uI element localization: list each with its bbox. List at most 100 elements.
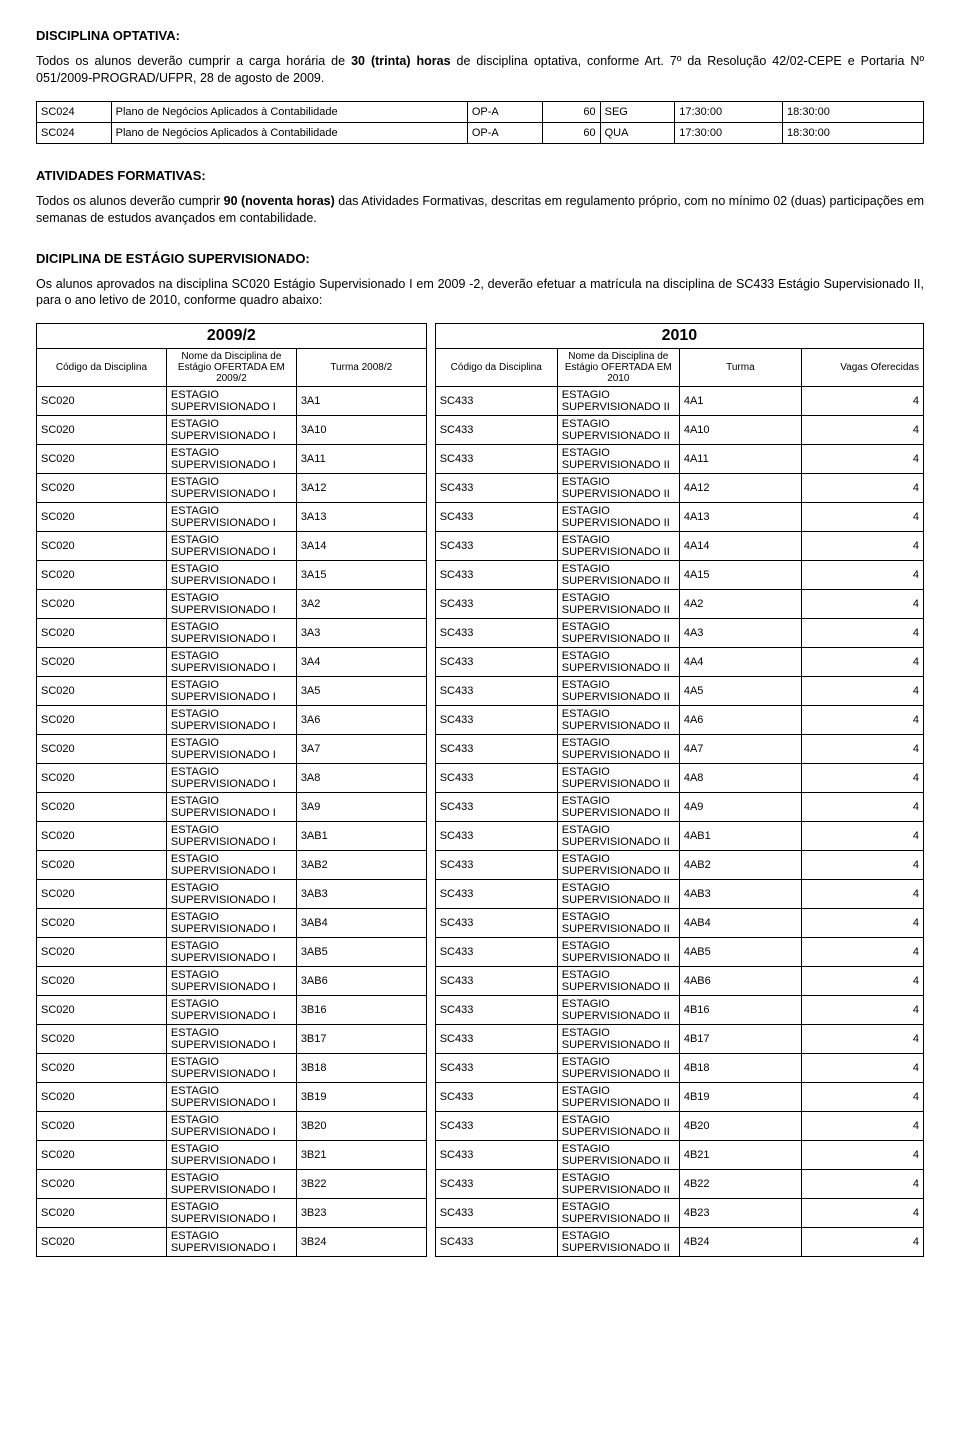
table-cell: 4 (801, 1025, 923, 1054)
table-cell: 3B16 (296, 996, 426, 1025)
table-cell: 4 (801, 996, 923, 1025)
table-cell: 4 (801, 503, 923, 532)
table1-cell: 18:30:00 (783, 101, 924, 122)
table-cell: 4A14 (679, 532, 801, 561)
table-cell: 4 (801, 1199, 923, 1228)
table1-cell: 18:30:00 (783, 122, 924, 143)
table-cell: 4 (801, 793, 923, 822)
table-cell: 4 (801, 1228, 923, 1257)
table-cell: SC433 (435, 967, 557, 996)
table-cell: ESTAGIO SUPERVISIONADO I (166, 1228, 296, 1257)
table-cell: SC433 (435, 1141, 557, 1170)
table-cell: ESTAGIO SUPERVISIONADO I (166, 532, 296, 561)
table-cell: 4A15 (679, 561, 801, 590)
table-cell: ESTAGIO SUPERVISIONADO II (557, 793, 679, 822)
table-cell: ESTAGIO SUPERVISIONADO I (166, 764, 296, 793)
section2-paragraph: Todos os alunos deverão cumprir 90 (nove… (36, 193, 924, 227)
right-h0: Código da Disciplina (435, 349, 557, 387)
table-cell: 3B17 (296, 1025, 426, 1054)
table-cell: 4B24 (679, 1228, 801, 1257)
sec1-p2: 30 (trinta) horas (351, 54, 450, 68)
table-cell: 3A15 (296, 561, 426, 590)
table-cell: 3AB6 (296, 967, 426, 996)
table-cell: 4B19 (679, 1083, 801, 1112)
table-cell: 4A1 (679, 387, 801, 416)
table-cell: 4 (801, 1054, 923, 1083)
table-cell: 4 (801, 1112, 923, 1141)
table-cell: ESTAGIO SUPERVISIONADO II (557, 677, 679, 706)
sec2-p1: Todos os alunos deverão cumprir (36, 194, 224, 208)
table-cell: 3AB1 (296, 822, 426, 851)
table-cell: 4AB6 (679, 967, 801, 996)
right-h1: Nome da Disciplina de Estágio OFERTADA E… (557, 349, 679, 387)
table-cell: 3AB4 (296, 909, 426, 938)
table-cell: SC020 (37, 880, 167, 909)
table-cell: 3A13 (296, 503, 426, 532)
table-cell: SC020 (37, 1112, 167, 1141)
table1-cell: Plano de Negócios Aplicados à Contabilid… (111, 122, 467, 143)
optativa-table: SC024Plano de Negócios Aplicados à Conta… (36, 101, 924, 144)
right-h2: Turma (679, 349, 801, 387)
table-cell: ESTAGIO SUPERVISIONADO I (166, 561, 296, 590)
table-cell: ESTAGIO SUPERVISIONADO I (166, 648, 296, 677)
table-cell: ESTAGIO SUPERVISIONADO II (557, 416, 679, 445)
table-cell: SC020 (37, 503, 167, 532)
table-cell: 4 (801, 764, 923, 793)
table-cell: ESTAGIO SUPERVISIONADO I (166, 938, 296, 967)
table-cell: ESTAGIO SUPERVISIONADO I (166, 619, 296, 648)
table1-cell: SC024 (37, 101, 112, 122)
table-cell: ESTAGIO SUPERVISIONADO II (557, 996, 679, 1025)
table-cell: ESTAGIO SUPERVISIONADO II (557, 735, 679, 764)
section3-title: DICIPLINA DE ESTÁGIO SUPERVISIONADO: (36, 251, 924, 266)
table1-cell: 17:30:00 (675, 122, 783, 143)
section3-paragraph: Os alunos aprovados na disciplina SC020 … (36, 276, 924, 310)
table-cell: SC020 (37, 1199, 167, 1228)
table-cell: SC433 (435, 1083, 557, 1112)
table-cell: ESTAGIO SUPERVISIONADO I (166, 909, 296, 938)
table-cell: 3B18 (296, 1054, 426, 1083)
table-cell: SC433 (435, 561, 557, 590)
table-cell: SC020 (37, 590, 167, 619)
table-cell: SC020 (37, 561, 167, 590)
table-cell: ESTAGIO SUPERVISIONADO II (557, 648, 679, 677)
table1-cell: 17:30:00 (675, 101, 783, 122)
table-cell: 4 (801, 619, 923, 648)
combined-tables: 2009/2 Código da Disciplina Nome da Disc… (36, 323, 924, 1257)
table-cell: ESTAGIO SUPERVISIONADO II (557, 474, 679, 503)
table-cell: 4A2 (679, 590, 801, 619)
table-cell: 3A14 (296, 532, 426, 561)
table-cell: ESTAGIO SUPERVISIONADO I (166, 1141, 296, 1170)
table-cell: 4 (801, 445, 923, 474)
table-cell: SC433 (435, 909, 557, 938)
table-cell: SC020 (37, 387, 167, 416)
table-cell: 4AB3 (679, 880, 801, 909)
table-cell: SC020 (37, 416, 167, 445)
table-cell: 4A9 (679, 793, 801, 822)
table-cell: ESTAGIO SUPERVISIONADO I (166, 967, 296, 996)
table-cell: 4 (801, 1170, 923, 1199)
sec1-p1: Todos os alunos deverão cumprir a carga … (36, 54, 351, 68)
table-cell: ESTAGIO SUPERVISIONADO I (166, 880, 296, 909)
table1-cell: SEG (600, 101, 675, 122)
table-cell: ESTAGIO SUPERVISIONADO II (557, 590, 679, 619)
table-cell: SC020 (37, 1170, 167, 1199)
table-cell: 4 (801, 706, 923, 735)
table-cell: 4A13 (679, 503, 801, 532)
section1-title: DISCIPLINA OPTATIVA: (36, 28, 924, 43)
table-cell: 3A3 (296, 619, 426, 648)
table-cell: ESTAGIO SUPERVISIONADO II (557, 764, 679, 793)
table-cell: SC433 (435, 706, 557, 735)
table-cell: 3B23 (296, 1199, 426, 1228)
table-cell: ESTAGIO SUPERVISIONADO II (557, 938, 679, 967)
table-cell: SC433 (435, 416, 557, 445)
table-cell: ESTAGIO SUPERVISIONADO I (166, 706, 296, 735)
table-cell: SC020 (37, 1054, 167, 1083)
table-cell: SC020 (37, 967, 167, 996)
table-cell: 4AB5 (679, 938, 801, 967)
table-cell: 4B20 (679, 1112, 801, 1141)
table-cell: 4 (801, 561, 923, 590)
table-cell: ESTAGIO SUPERVISIONADO I (166, 735, 296, 764)
table-cell: 4 (801, 735, 923, 764)
table-cell: 3A10 (296, 416, 426, 445)
table-cell: 4B23 (679, 1199, 801, 1228)
